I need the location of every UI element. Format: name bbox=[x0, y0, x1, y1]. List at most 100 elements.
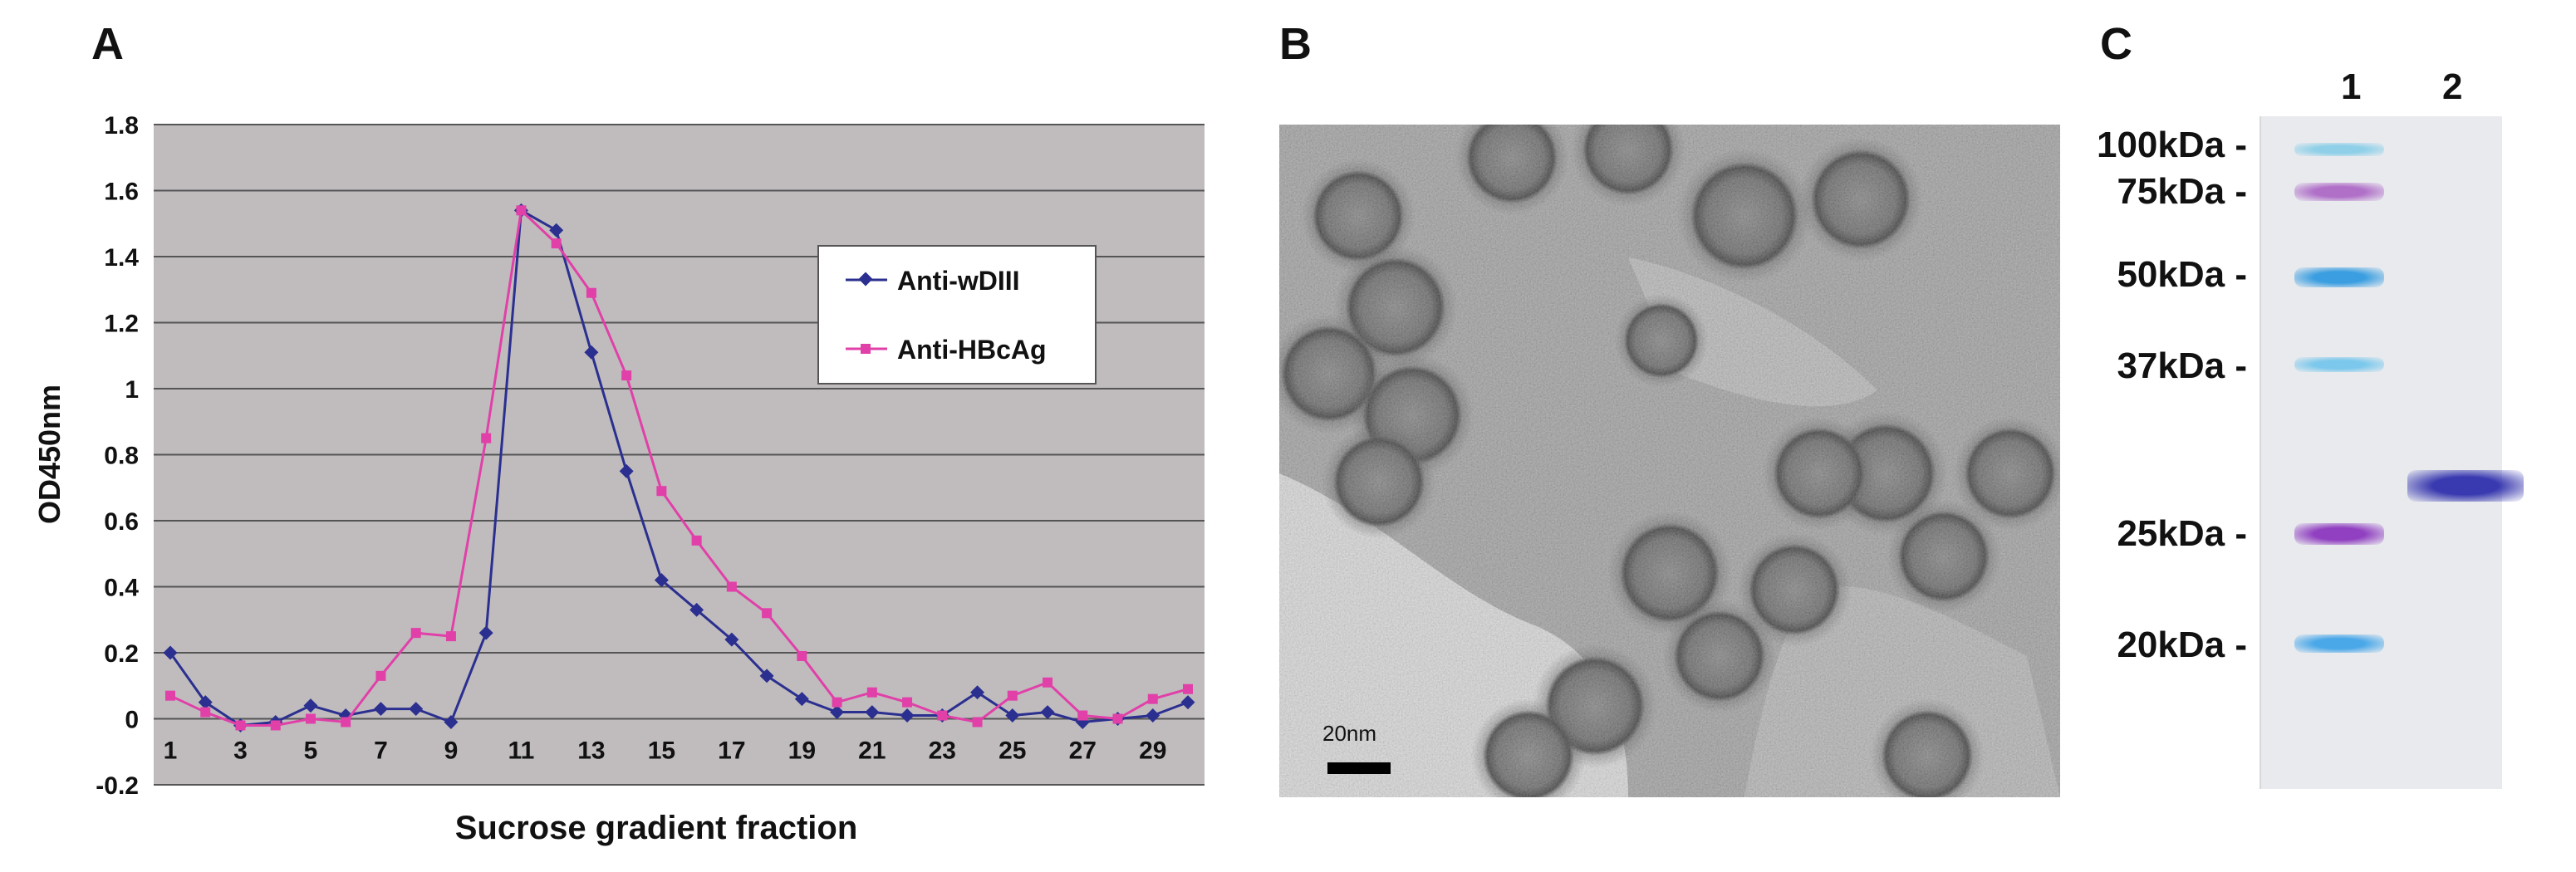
y-tick-label: 0.6 bbox=[104, 508, 139, 536]
data-point bbox=[726, 581, 737, 592]
data-point bbox=[1043, 677, 1053, 688]
x-tick-label: 21 bbox=[858, 737, 886, 765]
marker-label-37kda: 37kDa - bbox=[2117, 345, 2247, 386]
marker-band-75kda bbox=[2294, 183, 2384, 201]
marker-label-75kda: 75kDa - bbox=[2117, 171, 2247, 212]
sample-band-lane-2 bbox=[2407, 470, 2524, 502]
marker-label-25kda: 25kDa - bbox=[2117, 513, 2247, 554]
data-point bbox=[235, 720, 246, 731]
x-tick-label: 1 bbox=[164, 737, 178, 765]
y-tick-labels: -0.2 0 0.2 0.4 0.6 0.8 1 1.2 1.4 1.6 1.8 bbox=[96, 112, 139, 800]
data-point bbox=[198, 695, 213, 710]
data-point bbox=[1040, 705, 1055, 720]
y-tick-label: 1.4 bbox=[104, 244, 139, 272]
scale-bar-label: 20nm bbox=[1322, 721, 1377, 746]
data-point bbox=[797, 650, 807, 661]
marker-band-50kda bbox=[2294, 267, 2384, 287]
data-point bbox=[654, 573, 669, 588]
y-tick-label: 1.8 bbox=[104, 112, 139, 140]
marker-label-100kda: 100kDa - bbox=[2096, 125, 2247, 165]
x-tick-label: 3 bbox=[233, 737, 248, 765]
marker-band-20kda bbox=[2294, 634, 2384, 653]
data-point bbox=[762, 608, 773, 619]
x-tick-label: 5 bbox=[304, 737, 318, 765]
data-point bbox=[759, 669, 774, 683]
data-point bbox=[373, 702, 388, 717]
panel-b-label: B bbox=[1279, 19, 1312, 69]
data-point bbox=[341, 717, 351, 727]
data-point bbox=[481, 433, 492, 443]
data-point bbox=[865, 705, 880, 720]
data-point bbox=[200, 707, 211, 718]
data-point bbox=[163, 645, 178, 660]
data-point bbox=[1146, 708, 1160, 723]
lane-1-label: 1 bbox=[2341, 66, 2362, 107]
x-tick-labels: 1 3 5 7 9 11 13 15 17 19 21 23 25 27 29 bbox=[164, 737, 1167, 765]
scale-bar bbox=[1327, 762, 1391, 774]
legend: Anti-wDIII Anti-HBcAg bbox=[817, 245, 1097, 385]
x-tick-label: 29 bbox=[1139, 737, 1166, 765]
data-point bbox=[270, 720, 281, 731]
marker-band-100kda bbox=[2294, 143, 2384, 156]
x-tick-label: 25 bbox=[999, 737, 1026, 765]
marker-label-20kda: 20kDa - bbox=[2117, 625, 2247, 665]
data-point bbox=[445, 631, 456, 642]
data-point bbox=[900, 708, 915, 723]
y-tick-label: 0.2 bbox=[104, 640, 139, 668]
marker-band-37kda bbox=[2294, 357, 2384, 372]
electron-micrograph: 20nm bbox=[1279, 125, 2060, 797]
data-point bbox=[621, 370, 632, 381]
marker-label-50kda: 50kDa - bbox=[2117, 254, 2247, 295]
data-point bbox=[832, 697, 842, 708]
panel-c-label: C bbox=[2100, 19, 2132, 69]
data-point bbox=[549, 223, 564, 238]
data-point bbox=[830, 705, 845, 720]
data-point bbox=[1183, 683, 1193, 694]
x-tick-label: 13 bbox=[577, 737, 605, 765]
data-point bbox=[165, 690, 175, 701]
data-point bbox=[305, 713, 316, 724]
data-series bbox=[163, 203, 1195, 732]
lane-2-label: 2 bbox=[2442, 66, 2463, 107]
od450-line-chart: -0.200.20.40.60.811.21.41.61.8 1 3 5 7 9 11 13… bbox=[32, 112, 1205, 846]
data-point bbox=[551, 238, 562, 249]
data-point bbox=[689, 602, 704, 617]
data-point bbox=[586, 287, 596, 298]
data-point bbox=[375, 670, 386, 681]
panel-a-label: A bbox=[91, 19, 124, 69]
x-tick-label: 27 bbox=[1069, 737, 1097, 765]
data-point bbox=[1112, 713, 1123, 724]
data-point bbox=[516, 205, 527, 216]
y-tick-label: 1.6 bbox=[104, 179, 139, 206]
data-point bbox=[1007, 690, 1018, 701]
x-tick-label: 9 bbox=[444, 737, 459, 765]
x-tick-label: 19 bbox=[788, 737, 816, 765]
y-tick-label: 0.4 bbox=[104, 575, 139, 602]
x-tick-label: 15 bbox=[648, 737, 675, 765]
y-tick-label: 1 bbox=[125, 376, 139, 404]
data-point bbox=[444, 714, 459, 729]
data-point bbox=[794, 692, 809, 707]
data-point bbox=[303, 698, 318, 713]
data-point bbox=[724, 632, 739, 647]
legend-label-anti-hbcag: Anti-HBcAg bbox=[897, 335, 1047, 365]
y-tick-label: -0.2 bbox=[96, 772, 139, 800]
data-point bbox=[478, 625, 493, 640]
data-point bbox=[1147, 693, 1158, 704]
legend-box bbox=[817, 245, 1097, 385]
series-line bbox=[169, 208, 1189, 727]
data-point bbox=[866, 687, 877, 698]
data-point bbox=[691, 535, 702, 546]
x-tick-label: 11 bbox=[508, 737, 535, 765]
data-point bbox=[410, 628, 421, 639]
data-point bbox=[656, 486, 667, 497]
sds-page-gel bbox=[2260, 116, 2502, 789]
data-point bbox=[409, 702, 424, 717]
data-point bbox=[972, 717, 983, 727]
data-point bbox=[584, 345, 599, 360]
legend-marker-anti-hbcag bbox=[861, 344, 871, 354]
data-point bbox=[1005, 708, 1020, 723]
data-point bbox=[937, 710, 948, 721]
data-point bbox=[902, 697, 913, 708]
x-tick-label: 23 bbox=[929, 737, 956, 765]
